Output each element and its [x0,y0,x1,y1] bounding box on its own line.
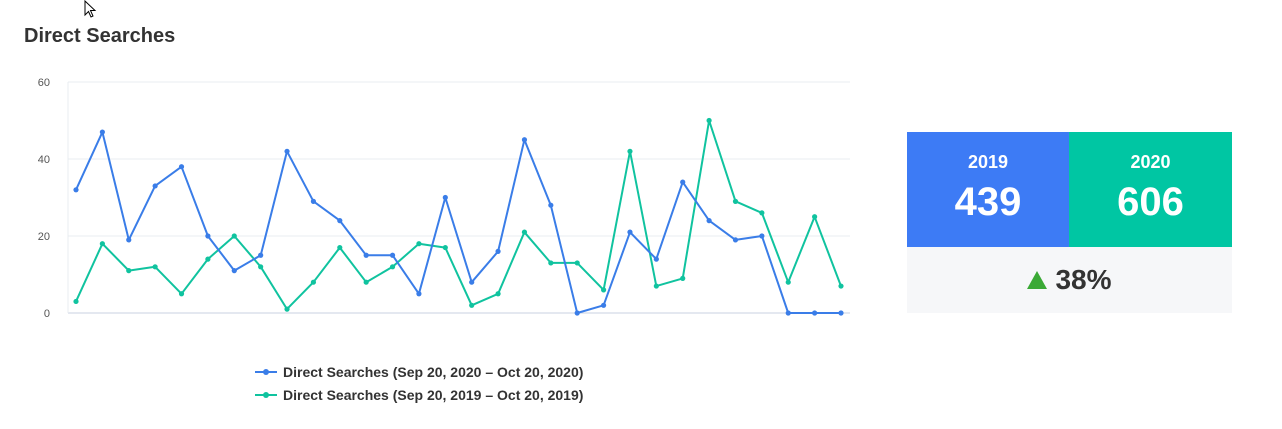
legend-item-2019[interactable]: Direct Searches (Sep 20, 2019 – Oct 20, … [255,383,583,406]
stat-box-2019: 2019 439 [907,132,1069,247]
chart-series [73,118,843,316]
data-point-2019-4 [153,264,158,269]
legend-swatch-2020 [255,371,277,373]
data-point-2020-18 [522,137,527,142]
data-point-2019-28 [786,280,791,285]
data-point-2019-19 [548,260,553,265]
series-2019 [73,118,843,312]
data-point-2020-16 [469,280,474,285]
data-point-2019-24 [680,276,685,281]
data-point-2019-15 [443,245,448,250]
data-point-2019-14 [416,241,421,246]
data-point-2019-30 [838,283,843,288]
legend-item-2020[interactable]: Direct Searches (Sep 20, 2020 – Oct 20, … [255,360,583,383]
stat-box-2020: 2020 606 [1069,132,1232,247]
change-row: 38% [907,247,1232,313]
data-point-2020-24 [680,180,685,185]
data-point-2020-4 [153,183,158,188]
data-point-2020-10 [311,199,316,204]
data-point-2020-7 [232,268,237,273]
data-point-2020-30 [838,310,843,315]
data-point-2019-27 [759,210,764,215]
data-point-2019-10 [311,280,316,285]
y-tick-label-60: 60 [38,77,50,89]
data-point-2020-28 [786,310,791,315]
y-tick-label-0: 0 [44,308,50,320]
series-line-2019 [76,121,841,310]
series-2020 [73,129,843,315]
data-point-2019-11 [337,245,342,250]
stat-year-2019: 2019 [907,152,1069,173]
data-point-2019-26 [733,199,738,204]
y-tick-label-40: 40 [38,154,50,166]
y-tick-label-20: 20 [38,231,50,243]
legend-label-2020: Direct Searches (Sep 20, 2020 – Oct 20, … [283,364,583,380]
data-point-2019-7 [232,233,237,238]
stat-value-2020: 606 [1069,180,1232,225]
data-point-2020-1 [73,187,78,192]
data-point-2020-14 [416,291,421,296]
stat-value-2019: 439 [907,180,1069,225]
data-point-2019-12 [364,280,369,285]
data-point-2020-6 [205,233,210,238]
data-point-2020-9 [284,149,289,154]
line-chart: 0 20 40 60 [0,0,860,330]
stat-year-2020: 2020 [1069,152,1232,173]
data-point-2019-20 [575,260,580,265]
data-point-2020-5 [179,164,184,169]
data-point-2019-5 [179,291,184,296]
data-point-2019-25 [707,118,712,123]
data-point-2020-26 [733,237,738,242]
data-point-2020-25 [707,218,712,223]
data-point-2019-16 [469,303,474,308]
data-point-2019-18 [522,230,527,235]
data-point-2020-8 [258,253,263,258]
data-point-2020-29 [812,310,817,315]
data-point-2020-15 [443,195,448,200]
data-point-2020-3 [126,237,131,242]
data-point-2020-13 [390,253,395,258]
legend-swatch-2019 [255,394,277,396]
data-point-2019-9 [284,307,289,312]
data-point-2019-23 [654,283,659,288]
chart-legend: Direct Searches (Sep 20, 2020 – Oct 20, … [255,360,583,406]
data-point-2019-17 [495,291,500,296]
data-point-2020-2 [100,129,105,134]
data-point-2020-11 [337,218,342,223]
up-arrow-icon [1027,271,1047,289]
stats-panel: 2019 439 2020 606 38% [907,132,1232,313]
data-point-2019-3 [126,268,131,273]
data-point-2020-21 [601,303,606,308]
data-point-2020-20 [575,310,580,315]
y-axis-ticks: 0 20 40 60 [38,77,50,320]
change-percent: 38% [1055,264,1111,296]
data-point-2019-29 [812,214,817,219]
data-point-2019-22 [627,149,632,154]
data-point-2020-17 [495,249,500,254]
data-point-2019-1 [73,299,78,304]
data-point-2020-12 [364,253,369,258]
data-point-2019-13 [390,264,395,269]
data-point-2019-8 [258,264,263,269]
data-point-2019-2 [100,241,105,246]
data-point-2020-22 [627,230,632,235]
data-point-2020-19 [548,203,553,208]
legend-label-2019: Direct Searches (Sep 20, 2019 – Oct 20, … [283,387,583,403]
data-point-2019-6 [205,257,210,262]
data-point-2020-27 [759,233,764,238]
data-point-2019-21 [601,287,606,292]
data-point-2020-23 [654,257,659,262]
